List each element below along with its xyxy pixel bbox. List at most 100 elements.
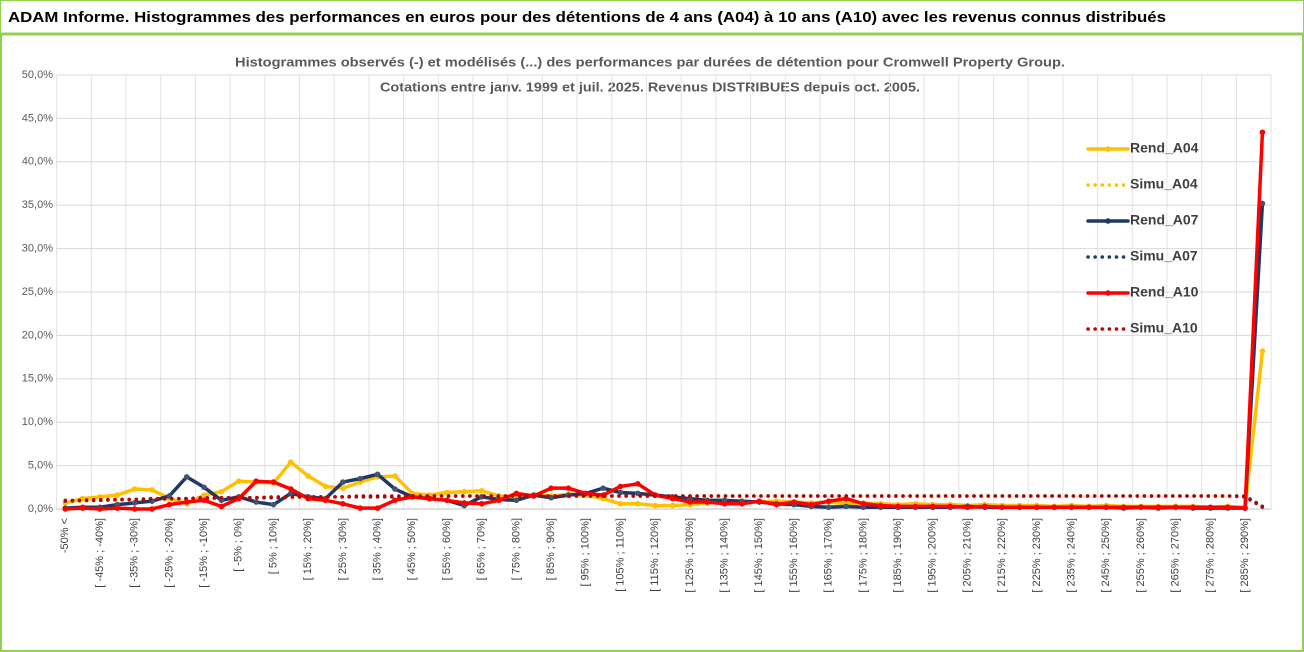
chart-title: Histogrammes observés (-) et modélisés (…	[235, 54, 1065, 69]
y-tick-label: 45,0%	[22, 112, 53, 124]
legend-label: Rend_A04	[1130, 140, 1199, 156]
series-point	[270, 501, 277, 508]
series-point	[183, 474, 190, 480]
series-point	[895, 503, 901, 510]
series-point	[114, 492, 121, 498]
x-tick-label: [ -5% ; 0%]	[233, 518, 245, 572]
series-point	[982, 503, 988, 510]
x-tick-label: [ 155% ; 160%]	[788, 518, 800, 593]
series-point	[1259, 348, 1266, 354]
y-tick-label: 10,0%	[22, 416, 53, 428]
series-point	[704, 499, 711, 505]
x-tick-label: [ 5% ; 10%]	[267, 518, 279, 574]
series-point	[253, 499, 259, 505]
header-title: ADAM Informe. Histogrammes des performan…	[8, 9, 1166, 26]
series-point	[288, 486, 294, 492]
series-point	[1190, 504, 1196, 511]
y-tick-label: 40,0%	[22, 156, 53, 168]
series-point	[253, 478, 259, 485]
series-point	[1138, 504, 1144, 511]
series-point	[183, 499, 190, 505]
x-tick-label: -50% <	[59, 518, 71, 553]
series-point	[79, 505, 86, 511]
series-point	[62, 506, 69, 512]
x-tick-label: [ 115% ; 120%]	[649, 518, 661, 592]
x-tick-label: [ 255% ; 260%]	[1135, 518, 1147, 593]
x-tick-label: [ 75% ; 80%]	[510, 518, 522, 580]
x-tick-label: [ -35% ; -30%]	[129, 518, 141, 588]
series-point	[478, 487, 485, 494]
series-point	[825, 498, 832, 504]
series-point	[392, 473, 398, 479]
series-point	[1172, 504, 1179, 511]
x-tick-label: [ 205% ; 210%]	[961, 518, 973, 593]
y-tick-label: 25,0%	[22, 286, 53, 298]
series-point	[548, 485, 554, 491]
x-tick-label: [ 35% ; 40%]	[371, 518, 383, 580]
series-point	[1259, 129, 1266, 136]
series-point	[756, 498, 763, 504]
series-point	[1051, 504, 1058, 511]
x-tick-label: [ 265% ; 270%]	[1170, 518, 1182, 593]
series-point	[635, 500, 641, 507]
series-point	[1103, 504, 1110, 511]
series-point	[340, 479, 346, 485]
x-tick-label: [ 175% ; 180%]	[857, 518, 869, 593]
series-point	[288, 459, 294, 465]
series-point	[1207, 504, 1214, 511]
series-point	[617, 483, 624, 490]
series-point	[444, 497, 450, 504]
x-tick-label: [ 285% ; 290%]	[1239, 518, 1251, 593]
series-point	[201, 497, 207, 504]
series-point	[669, 502, 676, 509]
series-point	[235, 478, 242, 485]
series-point	[149, 506, 155, 512]
series-point	[340, 500, 346, 507]
series-point	[1120, 504, 1127, 511]
series-point	[131, 506, 138, 512]
legend-label: Simu_A10	[1130, 320, 1198, 336]
legend-label: Rend_A10	[1130, 284, 1199, 300]
series-point	[322, 497, 329, 504]
x-tick-label: [ 225% ; 230%]	[1031, 518, 1043, 593]
series-point	[721, 500, 728, 507]
x-tick-label: [ 145% ; 150%]	[753, 518, 765, 593]
series-point	[374, 505, 381, 511]
legend-label: Simu_A04	[1130, 176, 1198, 192]
legend-label: Rend_A07	[1130, 212, 1199, 228]
series-point	[1068, 504, 1075, 511]
series-point	[114, 505, 121, 511]
y-tick-label: 20,0%	[22, 329, 53, 341]
series-point	[652, 502, 658, 509]
y-tick-label: 15,0%	[22, 373, 53, 385]
series-point	[461, 500, 468, 506]
series-point	[131, 500, 138, 506]
series-point	[392, 497, 398, 504]
x-tick-label: [ 45% ; 50%]	[406, 518, 418, 580]
series-point	[843, 503, 849, 510]
series-point	[964, 504, 971, 511]
chart-subtitle: Cotations entre janv. 1999 et juil. 2025…	[380, 79, 920, 94]
x-tick-label: [ 55% ; 60%]	[441, 518, 453, 580]
series-point	[218, 488, 225, 495]
series-point	[1016, 504, 1023, 511]
series-point	[1034, 504, 1040, 511]
x-tick-label: [ -25% ; -20%]	[163, 518, 175, 588]
legend-marker	[1105, 146, 1111, 152]
series-point	[461, 488, 468, 495]
series-point	[600, 485, 606, 491]
series-point	[1086, 504, 1092, 511]
series-point	[131, 486, 138, 492]
series-point	[392, 486, 398, 492]
series-line	[63, 130, 1265, 511]
series-point	[322, 483, 329, 490]
series-point	[357, 505, 364, 511]
header-band	[1, 1, 1303, 34]
series-point	[374, 471, 381, 478]
series-point	[912, 503, 919, 510]
series-point	[929, 503, 936, 510]
series-point	[444, 489, 450, 496]
series-point	[201, 492, 207, 498]
y-tick-label: 30,0%	[22, 243, 53, 255]
